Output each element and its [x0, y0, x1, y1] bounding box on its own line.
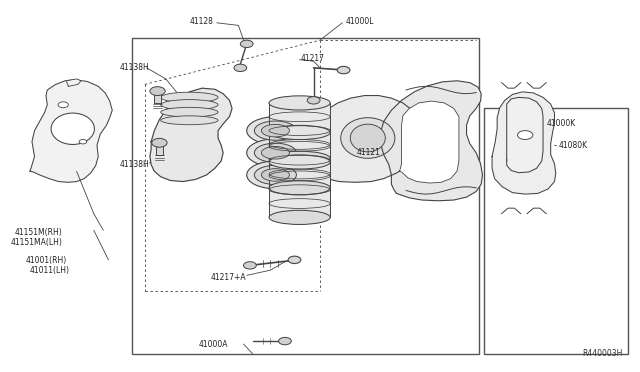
Ellipse shape [254, 121, 296, 140]
Polygon shape [269, 103, 330, 158]
Circle shape [307, 97, 320, 104]
Ellipse shape [254, 165, 296, 185]
Ellipse shape [340, 118, 395, 158]
Circle shape [241, 40, 253, 48]
Circle shape [234, 64, 246, 71]
Ellipse shape [161, 92, 218, 103]
Polygon shape [492, 92, 556, 194]
Ellipse shape [269, 96, 330, 110]
Ellipse shape [246, 139, 304, 167]
Circle shape [244, 262, 256, 269]
Bar [132, 38, 479, 354]
Polygon shape [156, 145, 163, 155]
Ellipse shape [269, 151, 330, 166]
Ellipse shape [261, 124, 289, 137]
Circle shape [337, 66, 350, 74]
Ellipse shape [161, 108, 218, 117]
Polygon shape [381, 81, 483, 201]
Polygon shape [399, 101, 459, 183]
Circle shape [288, 256, 301, 263]
Circle shape [152, 138, 167, 147]
Ellipse shape [269, 181, 330, 195]
Ellipse shape [261, 169, 289, 181]
Text: 41217: 41217 [301, 54, 325, 63]
Text: 41011(LH): 41011(LH) [30, 266, 70, 275]
Text: 41000L: 41000L [346, 17, 374, 26]
Text: R440003H: R440003H [582, 350, 623, 359]
Ellipse shape [269, 125, 330, 140]
Circle shape [79, 140, 87, 144]
Circle shape [278, 337, 291, 345]
Text: 41000K: 41000K [547, 119, 576, 128]
Ellipse shape [261, 147, 289, 159]
Ellipse shape [269, 155, 330, 169]
Text: 41138H: 41138H [119, 160, 149, 169]
Text: 41121: 41121 [357, 148, 381, 157]
Circle shape [58, 102, 68, 108]
Text: 41128: 41128 [189, 17, 213, 26]
Circle shape [515, 137, 533, 148]
Polygon shape [269, 162, 330, 217]
Text: 41000A: 41000A [199, 340, 228, 349]
Polygon shape [30, 80, 112, 182]
Ellipse shape [51, 113, 95, 144]
Text: 41217+A: 41217+A [211, 273, 246, 282]
Circle shape [150, 87, 165, 96]
Polygon shape [150, 88, 232, 182]
Text: 41080K: 41080K [559, 141, 588, 150]
Polygon shape [507, 97, 543, 173]
Text: 41151MA(LH): 41151MA(LH) [10, 238, 62, 247]
Polygon shape [154, 94, 161, 103]
Ellipse shape [254, 143, 296, 162]
Polygon shape [269, 132, 330, 188]
Text: 41001(RH): 41001(RH) [26, 256, 67, 265]
Ellipse shape [246, 161, 304, 189]
Ellipse shape [161, 116, 218, 125]
Text: 41151M(RH): 41151M(RH) [14, 228, 62, 237]
Text: 41138H: 41138H [119, 62, 149, 72]
Polygon shape [319, 96, 422, 182]
Bar [484, 109, 628, 354]
Ellipse shape [350, 124, 385, 152]
Ellipse shape [246, 117, 304, 144]
Circle shape [518, 110, 531, 118]
Polygon shape [67, 79, 81, 86]
Ellipse shape [161, 100, 218, 110]
Circle shape [518, 131, 533, 140]
Ellipse shape [269, 210, 330, 224]
